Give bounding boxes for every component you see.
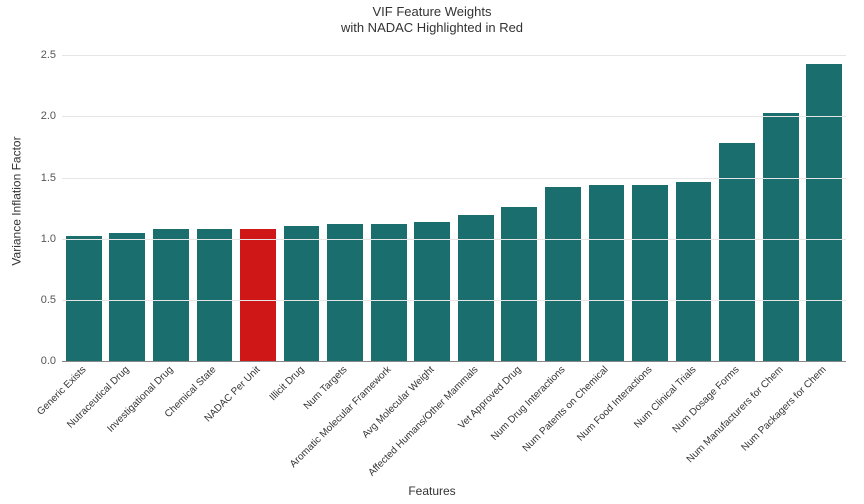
chart-title-line1: VIF Feature Weights <box>373 4 492 19</box>
gridline <box>62 178 846 179</box>
x-tick-label: Num Patents on Chemical <box>520 363 611 454</box>
bar <box>719 143 755 361</box>
chart-title: VIF Feature Weights with NADAC Highlight… <box>0 4 864 37</box>
bar <box>284 226 320 361</box>
y-tick-label: 2.0 <box>41 110 62 122</box>
bar <box>240 229 276 361</box>
bar <box>632 185 668 361</box>
chart-title-line2: with NADAC Highlighted in Red <box>341 20 523 35</box>
y-tick-label: 1.5 <box>41 172 62 184</box>
bar <box>153 229 189 361</box>
y-tick-label: 2.5 <box>41 49 62 61</box>
bar <box>327 224 363 361</box>
gridline <box>62 239 846 240</box>
x-tick-label: Num Packagers for Chem <box>738 363 829 454</box>
x-tick-label: Illicit Drug <box>266 363 306 403</box>
plot-area: 0.00.51.01.52.02.5Generic ExistsNutraceu… <box>62 42 846 361</box>
bar <box>545 187 581 361</box>
bars-container <box>62 43 846 361</box>
x-tick-label: Num Drug Interactions <box>488 363 568 443</box>
x-tick-label: Avg Molecular Weight <box>359 363 437 441</box>
y-tick-label: 0.5 <box>41 294 62 306</box>
bar <box>763 113 799 361</box>
bar <box>806 64 842 361</box>
bar <box>371 224 407 361</box>
bar <box>589 185 625 361</box>
gridline <box>62 116 846 117</box>
bar <box>197 229 233 361</box>
gridline <box>62 300 846 301</box>
x-axis-title: Features <box>0 484 864 498</box>
gridline-zero <box>62 361 846 362</box>
gridline <box>62 55 846 56</box>
x-tick-label: Num Food Interactions <box>574 363 655 444</box>
bar <box>66 236 102 361</box>
bar <box>414 222 450 361</box>
y-axis-title: Variance Inflation Factor <box>10 42 24 360</box>
bar <box>676 182 712 361</box>
vif-bar-chart: VIF Feature Weights with NADAC Highlight… <box>0 0 864 504</box>
bar <box>458 215 494 361</box>
bar <box>501 207 537 361</box>
bar <box>109 233 145 361</box>
y-tick-label: 0.0 <box>41 355 62 367</box>
x-axis-title-text: Features <box>408 484 455 498</box>
y-axis-title-text: Variance Inflation Factor <box>10 136 24 265</box>
y-tick-label: 1.0 <box>41 233 62 245</box>
